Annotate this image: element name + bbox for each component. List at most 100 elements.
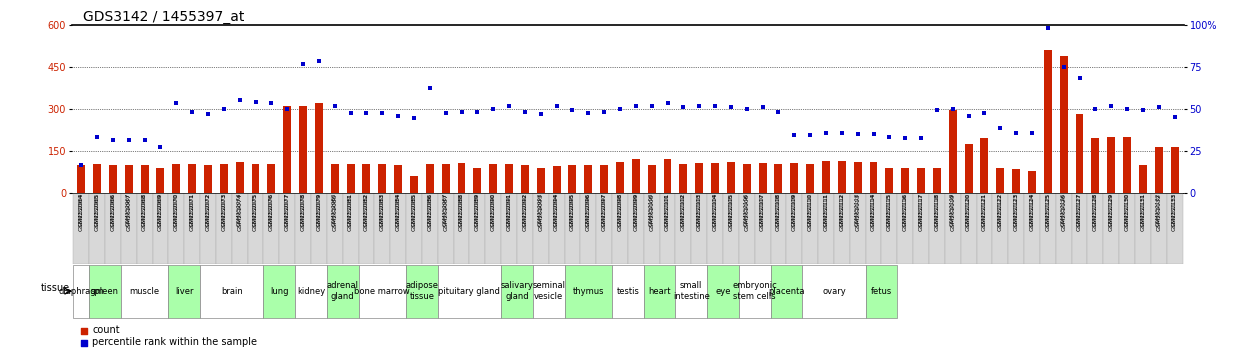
Point — [578, 110, 598, 116]
Point — [1038, 25, 1058, 30]
Point — [785, 133, 805, 138]
Text: GSM252118: GSM252118 — [934, 193, 939, 226]
Point — [119, 137, 138, 143]
Point — [943, 106, 963, 112]
FancyBboxPatch shape — [707, 265, 739, 318]
FancyBboxPatch shape — [73, 265, 89, 318]
Text: GSM252095: GSM252095 — [570, 193, 575, 231]
Point — [832, 130, 852, 136]
Text: GSM252133: GSM252133 — [1172, 193, 1177, 231]
Text: embryonic
stem cells: embryonic stem cells — [732, 281, 777, 301]
Bar — [220, 164, 227, 193]
Text: GSM252078: GSM252078 — [300, 193, 305, 231]
Bar — [632, 159, 640, 193]
FancyBboxPatch shape — [770, 193, 786, 264]
FancyBboxPatch shape — [1009, 193, 1025, 264]
FancyBboxPatch shape — [770, 265, 802, 318]
Text: pituitary gland: pituitary gland — [439, 287, 501, 296]
FancyBboxPatch shape — [612, 193, 628, 264]
FancyBboxPatch shape — [549, 193, 565, 264]
FancyBboxPatch shape — [407, 193, 421, 264]
Bar — [1091, 138, 1099, 193]
Point — [182, 109, 201, 114]
Text: thymus: thymus — [572, 287, 604, 296]
Point — [372, 110, 392, 116]
FancyBboxPatch shape — [295, 265, 326, 318]
Text: GSM252093: GSM252093 — [538, 193, 544, 226]
Text: GSM252067: GSM252067 — [126, 193, 131, 231]
FancyBboxPatch shape — [358, 193, 375, 264]
Text: GSM252071: GSM252071 — [189, 193, 194, 226]
Point — [277, 106, 297, 112]
Text: GSM252108: GSM252108 — [776, 193, 781, 226]
FancyBboxPatch shape — [263, 193, 279, 264]
FancyBboxPatch shape — [168, 193, 184, 264]
Text: GSM252073: GSM252073 — [221, 193, 226, 226]
Text: GSM252066: GSM252066 — [110, 193, 115, 230]
FancyBboxPatch shape — [184, 193, 200, 264]
FancyBboxPatch shape — [231, 193, 247, 264]
Point — [800, 133, 819, 138]
Bar — [410, 176, 418, 193]
FancyBboxPatch shape — [501, 193, 517, 264]
FancyBboxPatch shape — [644, 193, 660, 264]
Text: GSM252096: GSM252096 — [586, 193, 591, 226]
Text: salivary
gland: salivary gland — [501, 281, 534, 301]
Text: GSM252105: GSM252105 — [728, 193, 733, 226]
Text: GSM252124: GSM252124 — [1030, 193, 1035, 231]
Text: GSM252065: GSM252065 — [94, 193, 100, 226]
FancyBboxPatch shape — [929, 193, 944, 264]
Text: GSM252088: GSM252088 — [459, 193, 464, 230]
Point — [753, 105, 772, 110]
Text: GSM252103: GSM252103 — [697, 193, 702, 231]
FancyBboxPatch shape — [913, 193, 929, 264]
Bar — [1044, 50, 1052, 193]
FancyBboxPatch shape — [691, 193, 707, 264]
Text: GSM252114: GSM252114 — [871, 193, 876, 226]
FancyBboxPatch shape — [326, 265, 358, 318]
Bar — [885, 168, 894, 193]
Text: GSM252105: GSM252105 — [728, 193, 733, 230]
Text: ovary: ovary — [822, 287, 845, 296]
Bar — [157, 168, 164, 193]
FancyBboxPatch shape — [739, 265, 770, 318]
Text: GSM252102: GSM252102 — [681, 193, 686, 226]
FancyBboxPatch shape — [1167, 193, 1183, 264]
FancyBboxPatch shape — [137, 193, 152, 264]
Text: GSM252118: GSM252118 — [934, 193, 939, 230]
Text: GSM252089: GSM252089 — [475, 193, 480, 226]
Text: GSM252075: GSM252075 — [253, 193, 258, 226]
Text: GSM252116: GSM252116 — [902, 193, 907, 226]
FancyBboxPatch shape — [216, 193, 231, 264]
Bar — [426, 164, 434, 193]
FancyBboxPatch shape — [976, 193, 993, 264]
FancyBboxPatch shape — [1104, 193, 1119, 264]
Text: kidney: kidney — [297, 287, 325, 296]
Text: GSM252101: GSM252101 — [665, 193, 670, 226]
FancyBboxPatch shape — [1025, 193, 1039, 264]
FancyBboxPatch shape — [1119, 193, 1135, 264]
Legend: count, percentile rank within the sample: count, percentile rank within the sample — [77, 321, 261, 351]
FancyBboxPatch shape — [200, 193, 216, 264]
Text: GSM252068: GSM252068 — [142, 193, 147, 226]
Text: GSM252067: GSM252067 — [126, 193, 131, 226]
FancyBboxPatch shape — [517, 193, 533, 264]
Point — [1164, 114, 1184, 120]
Text: GSM252117: GSM252117 — [918, 193, 923, 226]
Point — [625, 103, 645, 109]
Point — [483, 106, 503, 112]
Point — [325, 103, 345, 109]
Point — [990, 126, 1010, 131]
Point — [595, 109, 614, 114]
Bar — [1028, 171, 1036, 193]
Text: GSM252093: GSM252093 — [538, 193, 544, 231]
Bar — [601, 165, 608, 193]
FancyBboxPatch shape — [675, 265, 707, 318]
Text: heart: heart — [649, 287, 671, 296]
Text: GSM252095: GSM252095 — [570, 193, 575, 226]
FancyBboxPatch shape — [73, 193, 89, 264]
Bar — [870, 161, 878, 193]
FancyBboxPatch shape — [279, 193, 295, 264]
Bar — [616, 162, 624, 193]
FancyBboxPatch shape — [358, 265, 407, 318]
